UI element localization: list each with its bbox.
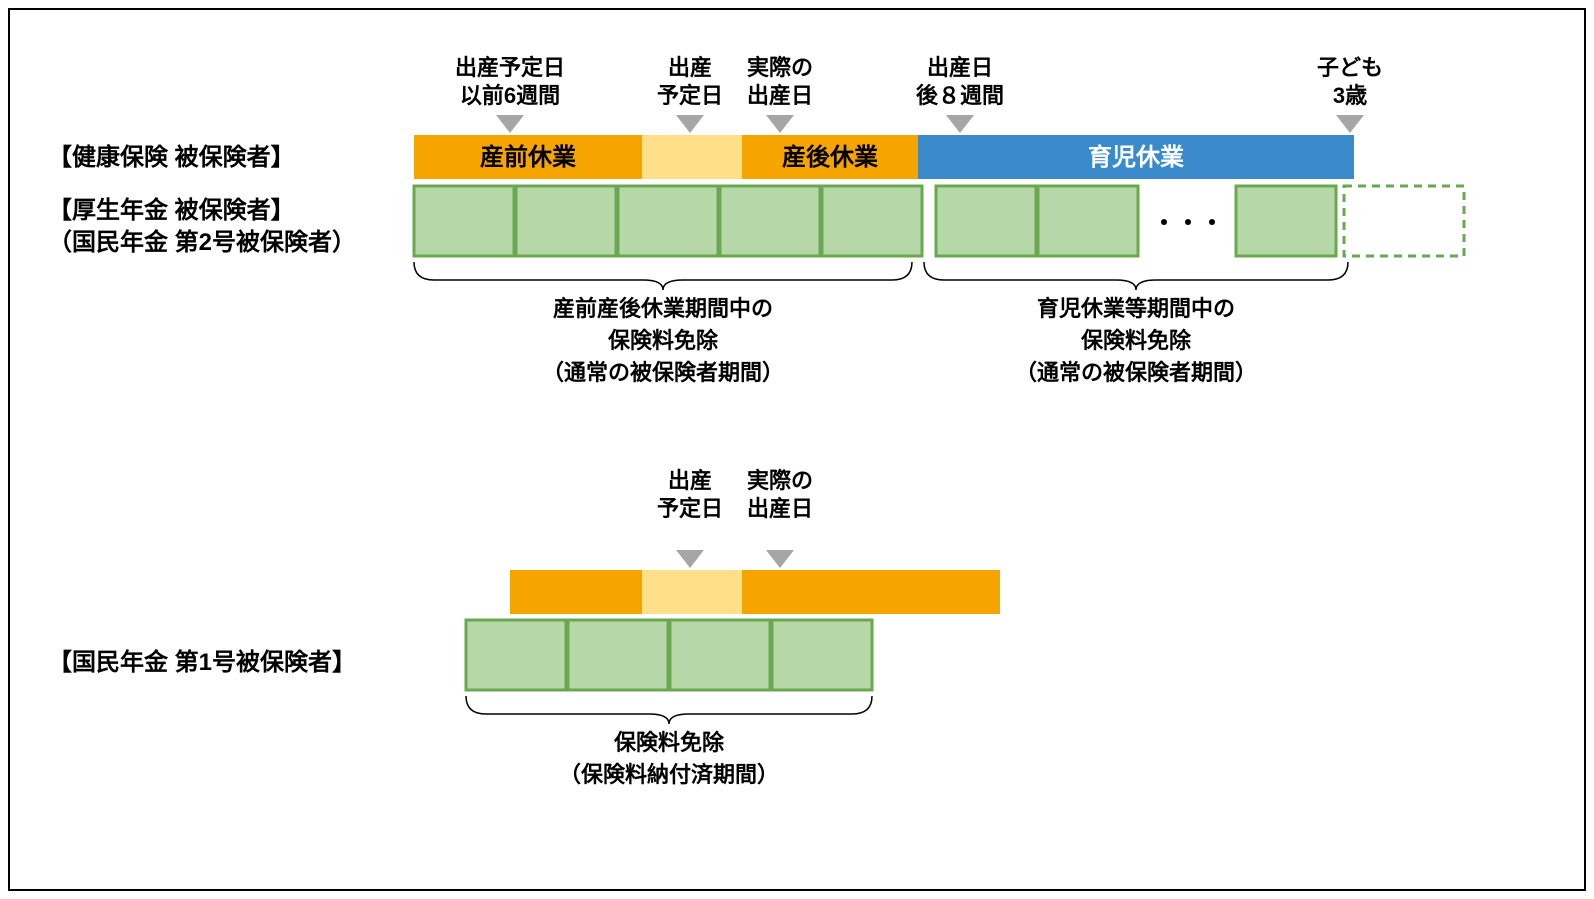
svg-text:予定日: 予定日 [657, 83, 723, 108]
svg-text:【国民年金 第1号被保険者】: 【国民年金 第1号被保険者】 [48, 648, 356, 676]
svg-text:・・・: ・・・ [1152, 210, 1224, 237]
svg-text:出産予定日: 出産予定日 [455, 55, 565, 80]
svg-text:3歳: 3歳 [1333, 83, 1367, 108]
svg-text:（国民年金 第2号被保険者）: （国民年金 第2号被保険者） [48, 228, 356, 256]
svg-text:出産日: 出産日 [927, 55, 993, 80]
svg-text:保険料免除: 保険料免除 [607, 328, 719, 353]
svg-text:産前休業: 産前休業 [480, 143, 576, 171]
svg-text:出産: 出産 [668, 55, 712, 80]
svg-text:予定日: 予定日 [657, 496, 723, 521]
svg-text:保険料免除: 保険料免除 [613, 730, 725, 755]
svg-text:（保険料納付済期間）: （保険料納付済期間） [559, 762, 779, 787]
svg-text:以前6週間: 以前6週間 [460, 83, 560, 108]
svg-text:子ども: 子ども [1317, 55, 1383, 80]
svg-text:【健康保険 被保険者】: 【健康保険 被保険者】 [48, 143, 295, 171]
diagram-svg: 出産予定日以前6週間出産予定日実際の出産日出産日後８週間子ども3歳【健康保険 被… [10, 10, 1588, 889]
svg-text:育児休業等期間中の: 育児休業等期間中の [1037, 296, 1235, 321]
svg-text:産前産後休業期間中の: 産前産後休業期間中の [553, 296, 773, 321]
svg-text:後８週間: 後８週間 [916, 83, 1004, 108]
svg-text:保険料免除: 保険料免除 [1080, 328, 1192, 353]
svg-text:産後休業: 産後休業 [782, 143, 878, 171]
svg-text:出産: 出産 [668, 468, 712, 493]
svg-text:育児休業: 育児休業 [1088, 143, 1184, 171]
svg-text:実際の: 実際の [747, 55, 813, 80]
svg-text:（通常の被保険者期間）: （通常の被保険者期間） [1015, 360, 1257, 385]
svg-text:出産日: 出産日 [747, 83, 813, 108]
diagram-frame: 出産予定日以前6週間出産予定日実際の出産日出産日後８週間子ども3歳【健康保険 被… [8, 8, 1586, 891]
svg-text:実際の: 実際の [747, 468, 813, 493]
svg-text:出産日: 出産日 [747, 496, 813, 521]
svg-text:【厚生年金 被保険者】: 【厚生年金 被保険者】 [48, 196, 295, 224]
svg-text:（通常の被保険者期間）: （通常の被保険者期間） [542, 360, 784, 385]
